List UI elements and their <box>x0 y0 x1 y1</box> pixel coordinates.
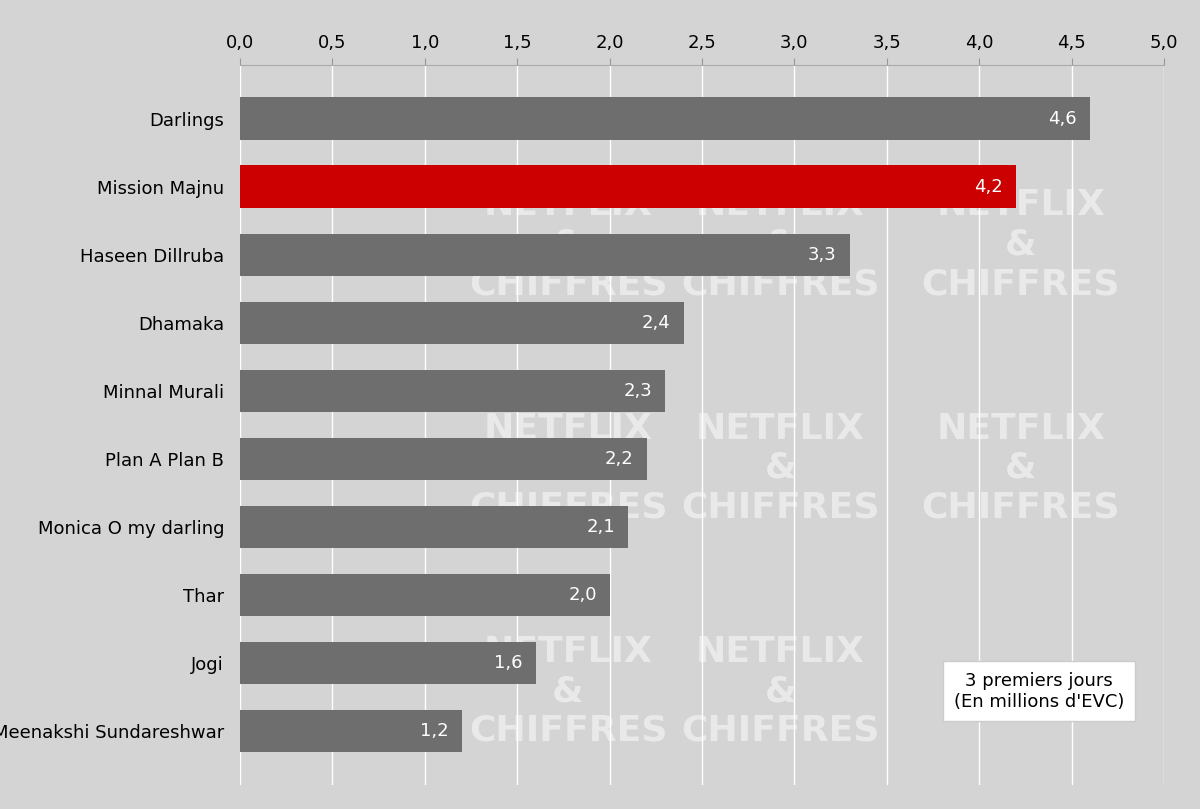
Bar <box>240 709 462 752</box>
Text: NETFLIX
&
CHIFFRES: NETFLIX & CHIFFRES <box>682 412 880 524</box>
Text: NETFLIX
&
CHIFFRES: NETFLIX & CHIFFRES <box>922 412 1120 524</box>
Text: 1,6: 1,6 <box>494 654 523 671</box>
Bar <box>240 642 535 684</box>
Text: NETFLIX
&
CHIFFRES: NETFLIX & CHIFFRES <box>682 635 880 748</box>
Text: 2,1: 2,1 <box>587 518 616 536</box>
Bar <box>240 370 665 412</box>
Bar <box>240 166 1016 208</box>
Text: NETFLIX
&
CHIFFRES: NETFLIX & CHIFFRES <box>469 188 667 301</box>
Text: 1,2: 1,2 <box>420 722 449 740</box>
Text: 3,3: 3,3 <box>808 246 836 264</box>
Text: 2,4: 2,4 <box>642 314 671 332</box>
Text: 2,2: 2,2 <box>605 450 634 468</box>
Bar <box>240 574 610 616</box>
Text: 4,2: 4,2 <box>974 178 1003 196</box>
Text: 4,6: 4,6 <box>1049 109 1078 128</box>
Bar <box>240 302 684 344</box>
Text: 3 premiers jours
(En millions d'EVC): 3 premiers jours (En millions d'EVC) <box>954 671 1124 710</box>
Bar <box>240 234 850 276</box>
Text: NETFLIX
&
CHIFFRES: NETFLIX & CHIFFRES <box>469 412 667 524</box>
Text: NETFLIX
&
CHIFFRES: NETFLIX & CHIFFRES <box>469 635 667 748</box>
Text: 2,0: 2,0 <box>568 586 596 604</box>
Bar <box>240 506 628 548</box>
Text: NETFLIX
&
CHIFFRES: NETFLIX & CHIFFRES <box>682 188 880 301</box>
Text: NETFLIX
&
CHIFFRES: NETFLIX & CHIFFRES <box>922 188 1120 301</box>
Bar <box>240 97 1090 140</box>
Text: 2,3: 2,3 <box>623 382 652 400</box>
Bar <box>240 438 647 480</box>
